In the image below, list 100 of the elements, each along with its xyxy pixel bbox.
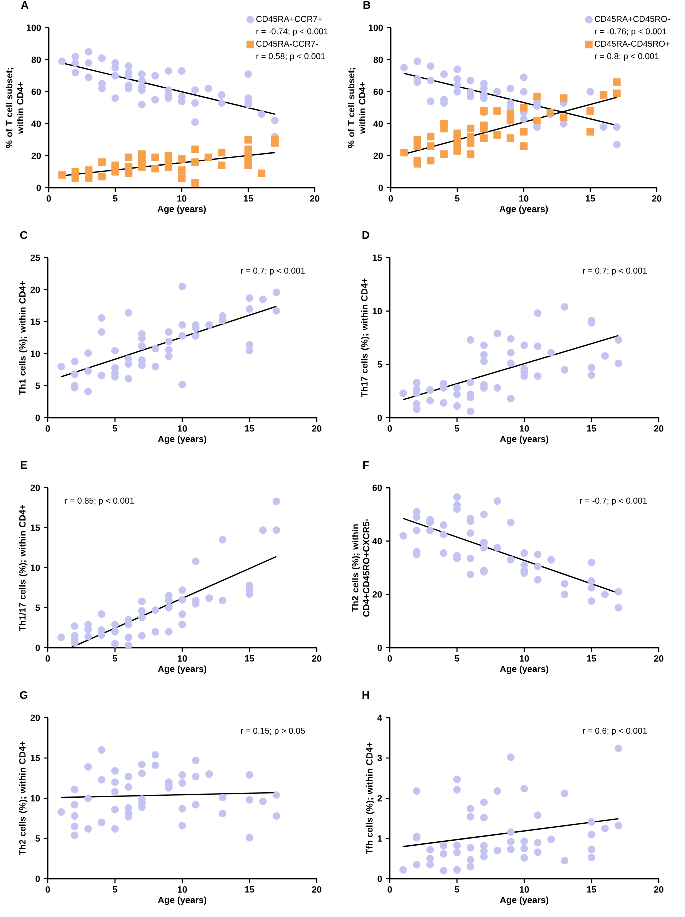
point [204,85,212,93]
point [480,125,488,133]
point [111,778,120,786]
x-tick-label: 20 [312,886,322,893]
point [98,314,106,322]
point [178,380,186,389]
point [192,772,200,781]
point [466,813,475,821]
x-tick-label: 20 [654,426,664,432]
chart-title: H [362,691,370,700]
y-tick-label: 5 [378,362,382,368]
point [111,806,120,814]
point [400,64,408,72]
x-axis-title: Age (years) [500,206,548,214]
point [178,586,186,594]
point [480,134,488,142]
y-tick-label: 4 [378,714,382,722]
point [588,846,596,854]
x-tick-label: 5 [113,886,118,893]
point [453,776,462,784]
point [98,818,106,826]
y-tick-label: 40 [372,538,382,545]
point [614,360,622,368]
point [561,580,569,588]
point [534,342,542,350]
x-tick-label: 15 [245,426,254,432]
point [71,786,79,794]
point [165,346,173,354]
y-tick-label: 20 [30,714,40,722]
point [112,72,120,80]
point [164,163,172,172]
x-tick-label: 0 [46,196,52,202]
y-tick-label: 60 [374,88,384,96]
point [218,162,226,170]
point [125,154,133,162]
point [152,96,160,104]
point [440,550,448,558]
point [84,350,92,358]
point [426,526,434,534]
point [165,328,173,336]
point [72,69,80,77]
point [466,530,475,538]
point [259,798,267,806]
legend-label: CD45RA+CCR7+ [256,16,322,22]
legend-label: CD45RA+CD45RO- [595,16,670,22]
point [561,303,569,311]
y-tick-label: 10 [31,350,40,358]
x-tick-label: 0 [388,426,392,432]
chart-title: D [362,231,370,240]
point [178,779,186,788]
point [192,146,200,154]
point [613,78,621,86]
y-tick-label: 15 [373,254,382,262]
y-tick-label: 40 [374,120,384,128]
y-tick-label: 20 [374,152,384,160]
y-tick-label: 0 [378,876,382,882]
point [426,861,434,869]
point [84,633,92,641]
point [164,67,172,75]
point [534,562,542,570]
point [613,141,621,149]
point [178,321,186,330]
y-axis-title: Th1/17 cells (%); within CD4+ [19,504,28,632]
x-tick-label: 15 [244,196,254,202]
point [454,82,462,90]
point [534,576,542,584]
point [506,85,515,93]
y-tick-label: 0 [378,184,384,192]
point [165,628,173,636]
point [124,642,132,650]
y-tick-label: 20 [372,591,382,598]
x-tick-label: 20 [654,886,664,893]
point [192,99,200,107]
point [453,494,462,502]
point [453,786,462,794]
point [138,760,146,768]
chart-title: C [20,231,28,240]
point [258,110,266,118]
point [494,330,502,338]
point [561,590,569,598]
point [614,744,622,752]
point [192,801,200,809]
x-tick-label: 0 [388,656,392,662]
x-tick-label: 10 [520,196,529,202]
point [480,853,488,861]
point [494,847,502,855]
point [98,54,106,62]
point [614,822,622,830]
y-axis-title: Th17 cells (%); within CD4+ [361,278,370,398]
point [152,628,160,636]
point [454,147,462,156]
chart-title: F [363,461,369,470]
x-tick-label: 15 [587,886,597,893]
point [124,375,132,383]
point [246,834,254,842]
x-tick-label: 10 [520,426,530,432]
point [98,328,106,336]
point [480,798,488,806]
point [165,338,173,346]
point [466,844,475,852]
